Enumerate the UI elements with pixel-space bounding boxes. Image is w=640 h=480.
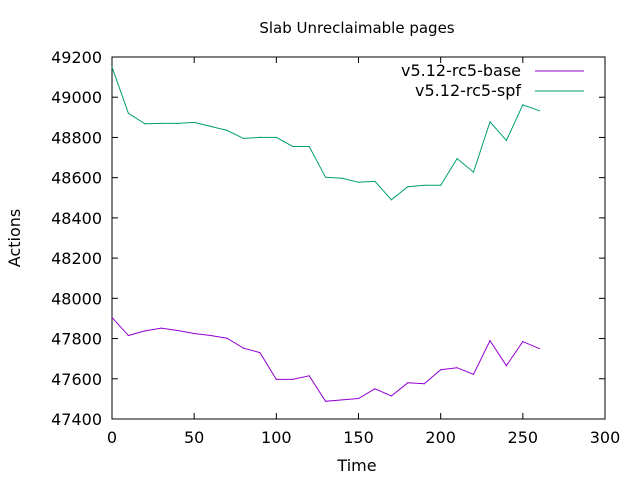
data-point (522, 341, 524, 343)
data-point (325, 400, 327, 402)
data-point (472, 373, 475, 375)
data-point (127, 334, 129, 337)
data-point (144, 330, 146, 332)
data-point (292, 145, 294, 148)
x-tick-label: 0 (107, 428, 117, 447)
x-tick-label: 200 (425, 428, 456, 447)
plot-frame (111, 56, 606, 420)
data-point (456, 158, 458, 160)
data-point (357, 397, 360, 400)
y-tick-label: 48400 (51, 209, 102, 228)
data-point (111, 316, 113, 318)
data-point (440, 184, 442, 186)
data-point (242, 347, 245, 349)
y-tick-label: 48800 (51, 128, 102, 147)
y-tick-label: 47600 (51, 370, 102, 389)
data-point (341, 399, 343, 401)
x-tick-label: 100 (261, 428, 292, 447)
y-tick-label: 49200 (51, 48, 102, 67)
data-point (374, 180, 376, 182)
y-axis: 47400 47600 47800 48000 48200 48400 48600 48800… (51, 48, 605, 429)
x-tick-label: 50 (184, 428, 204, 447)
data-point (522, 104, 524, 106)
data-point (259, 136, 261, 138)
data-point (193, 332, 195, 335)
y-tick-label: 48000 (51, 289, 102, 308)
legend-label: v5.12-rc5-spf (415, 81, 521, 100)
data-point (275, 136, 277, 138)
data-point (423, 184, 425, 186)
data-point (505, 365, 507, 367)
data-point (160, 122, 162, 124)
data-point (489, 121, 491, 123)
data-point (111, 66, 113, 68)
data-point (538, 110, 540, 112)
data-point (374, 388, 376, 390)
data-point (357, 181, 360, 183)
y-tick-label: 48600 (51, 169, 102, 188)
y-axis-title: Actions (5, 209, 24, 267)
x-tick-label: 150 (343, 428, 374, 447)
data-point (489, 340, 491, 342)
chart-title: Slab Unreclaimable pages (259, 19, 454, 37)
data-point (292, 378, 294, 380)
data-point (210, 334, 212, 337)
data-point (275, 378, 277, 380)
data-point (456, 367, 458, 369)
data-point (341, 177, 343, 179)
data-point (210, 125, 212, 127)
data-point (505, 139, 507, 142)
data-point (440, 369, 442, 371)
data-point (193, 121, 195, 123)
data-point (538, 348, 540, 350)
x-tick-label: 250 (508, 428, 539, 447)
data-point (242, 137, 245, 139)
series-line-v5.12-rc5-base (111, 317, 540, 402)
data-point (423, 383, 425, 385)
data-point (226, 129, 228, 131)
data-point (177, 122, 179, 124)
y-tick-label: 47400 (51, 410, 102, 429)
data-point (325, 176, 327, 178)
data-point (407, 186, 409, 188)
data-point (390, 395, 392, 397)
data-point (144, 123, 146, 125)
x-axis: 0 50 100 150 200 250 300 (107, 57, 620, 447)
y-tick-label: 49000 (51, 88, 102, 107)
x-tick-label: 300 (590, 428, 621, 447)
x-axis-title: Time (336, 456, 376, 475)
data-point (390, 199, 392, 201)
data-point (127, 112, 129, 114)
legend-label: v5.12-rc5-base (401, 61, 521, 80)
y-tick-label: 48200 (51, 249, 102, 268)
data-point (407, 382, 409, 384)
data-point (160, 327, 162, 329)
y-tick-label: 47800 (51, 330, 102, 349)
data-point (308, 375, 310, 377)
series-layer (111, 66, 540, 402)
data-point (308, 145, 310, 148)
data-point (472, 171, 475, 173)
data-point (177, 329, 179, 332)
data-point (259, 352, 261, 354)
data-point (226, 337, 228, 339)
